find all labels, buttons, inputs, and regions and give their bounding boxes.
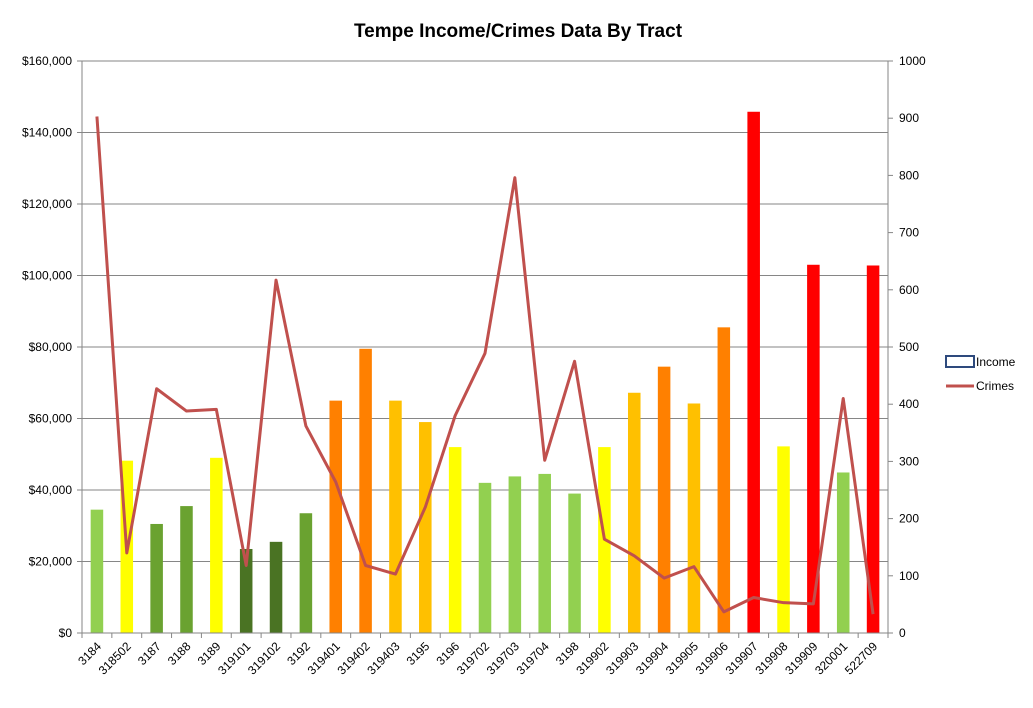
legend-label-income: Income	[976, 355, 1016, 369]
income-bar	[568, 493, 581, 633]
income-bar	[329, 400, 343, 634]
income-bar	[717, 327, 731, 633]
income-bar	[150, 523, 163, 633]
legend-swatch-income	[945, 355, 975, 368]
income-bar	[299, 513, 313, 633]
income-bar	[90, 509, 104, 633]
left-tick-label: $160,000	[22, 54, 72, 68]
income-bars	[90, 111, 880, 634]
income-bar	[210, 457, 223, 633]
left-axis-tick-labels: $0 $20,000 $40,000 $60,000 $80,000 $100,000 $1…	[22, 54, 72, 640]
income-bar	[807, 264, 820, 633]
left-tick-label: $20,000	[29, 555, 73, 569]
left-tick-label: $120,000	[22, 197, 72, 211]
right-tick-label: 500	[899, 340, 919, 354]
left-tick-label: $60,000	[29, 412, 73, 426]
crimes-line	[95, 116, 875, 615]
right-tick-label: 200	[899, 512, 919, 526]
left-tick-label: $140,000	[22, 126, 72, 140]
right-axis-tick-labels: 0 100 200 300 400 500 600 700 800 900 1000	[899, 54, 926, 640]
right-tick-label: 700	[899, 226, 919, 240]
income-bar	[419, 422, 432, 633]
income-bar	[508, 476, 522, 633]
legend-label-crimes: Crimes	[976, 379, 1014, 393]
income-bar	[836, 472, 850, 633]
right-tick-label: 100	[899, 569, 919, 583]
income-bar	[478, 482, 492, 633]
right-tick-label: 900	[899, 111, 919, 125]
right-tick-label: 400	[899, 397, 919, 411]
right-tick-label: 800	[899, 168, 919, 182]
income-bar	[269, 541, 283, 633]
income-bar	[687, 403, 701, 633]
left-tick-label: $100,000	[22, 269, 72, 283]
income-bar	[866, 265, 880, 633]
income-bar	[448, 447, 462, 633]
income-bar	[657, 366, 671, 633]
income-bar	[239, 548, 253, 633]
income-bar	[359, 348, 372, 633]
right-tick-label: 300	[899, 454, 919, 468]
right-tick-label: 0	[899, 626, 906, 640]
axes	[77, 60, 893, 638]
income-bar	[777, 446, 790, 633]
crimes-line-path	[95, 116, 875, 615]
legend: Income Crimes	[945, 355, 1016, 393]
left-tick-label: $80,000	[29, 340, 73, 354]
income-bar	[389, 400, 402, 634]
income-bar	[627, 392, 641, 633]
left-tick-label: $0	[59, 626, 73, 640]
income-bar	[180, 506, 193, 633]
income-bar	[747, 111, 760, 633]
income-bar	[538, 473, 551, 633]
right-tick-label: 1000	[899, 54, 926, 68]
right-tick-label: 600	[899, 283, 919, 297]
chart-title: Tempe Income/Crimes Data By Tract	[354, 21, 683, 42]
left-tick-label: $40,000	[29, 483, 73, 497]
